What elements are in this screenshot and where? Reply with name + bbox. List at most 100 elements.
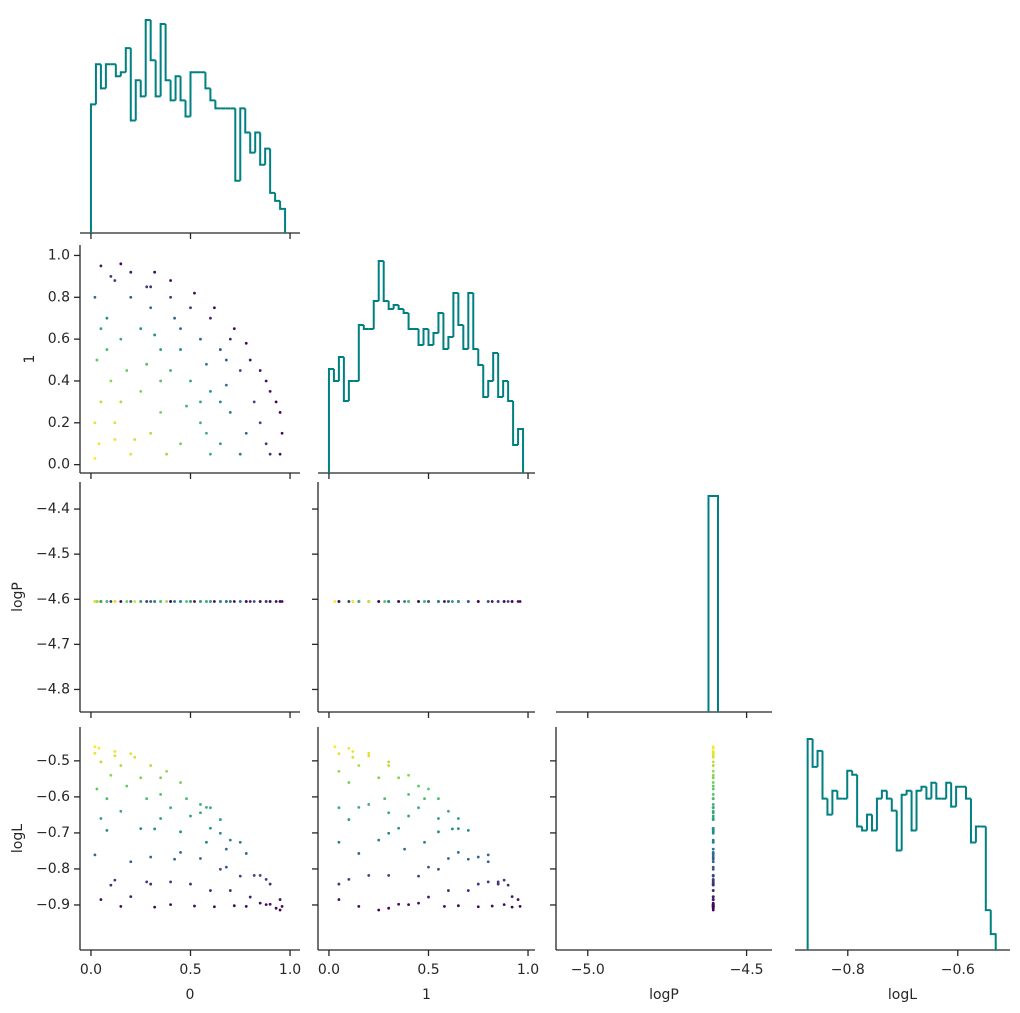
scatter-point: [129, 860, 133, 864]
scatter-point: [387, 600, 391, 603]
scatter-point: [209, 806, 212, 810]
scatter-point: [711, 874, 715, 877]
histogram-bin: [890, 798, 897, 812]
scatter-point: [99, 327, 103, 331]
histogram-bin: [254, 131, 261, 153]
scatter-point: [224, 383, 228, 387]
y-tick-label: 0.8: [48, 289, 70, 305]
histogram-bin: [965, 786, 971, 800]
histogram-bin: [357, 324, 364, 381]
scatter-point: [437, 797, 440, 801]
scatter-point: [129, 752, 133, 756]
histogram-bin: [204, 72, 211, 90]
scatter-point: [238, 452, 242, 456]
scatter-point: [403, 847, 407, 851]
scatter-point: [209, 452, 212, 456]
scatter-point: [518, 905, 522, 908]
scatter-point: [264, 877, 268, 881]
scatter-point: [145, 600, 149, 603]
scatter-point: [486, 853, 490, 857]
scatter-point: [205, 431, 208, 435]
scatter-point: [486, 600, 490, 603]
histogram-bin: [179, 76, 186, 102]
scatter-point: [427, 895, 430, 899]
scatter-point: [149, 882, 153, 886]
scatter-point: [711, 895, 715, 899]
scatter-point: [139, 327, 143, 331]
scatter-point: [264, 600, 268, 603]
scatter-point: [165, 769, 169, 773]
scatter-point: [456, 850, 460, 854]
scatter-point: [387, 764, 391, 767]
histogram-bin: [945, 781, 952, 799]
scatter-point: [427, 600, 430, 603]
scatter-point: [268, 882, 272, 886]
scatter-point: [129, 295, 133, 299]
scatter-point: [218, 442, 222, 446]
histogram-bin: [905, 789, 912, 795]
histogram-bin: [184, 100, 191, 118]
histogram-bin: [239, 107, 246, 181]
scatter-point: [417, 806, 420, 810]
scatter-point: [407, 903, 410, 907]
y-tick-label: −0.8: [36, 861, 70, 877]
histogram-bin: [487, 380, 494, 397]
scatter-point: [264, 442, 268, 446]
y-tick-label: 1.0: [48, 247, 70, 263]
scatter-point: [238, 874, 242, 878]
scatter-point: [159, 348, 163, 351]
scatter-point: [209, 316, 212, 320]
scatter-point: [119, 600, 123, 603]
histogram-bin: [89, 103, 96, 233]
histogram-bin: [249, 132, 256, 154]
scatter-point: [173, 316, 176, 320]
scatter-point: [258, 421, 262, 425]
histogram-bin: [955, 785, 962, 807]
scatter-point: [105, 828, 109, 832]
histogram-bin: [327, 368, 334, 473]
scatter-point: [711, 883, 715, 887]
scatter-point: [711, 797, 715, 801]
histogram-bin: [437, 312, 444, 333]
scatter-point: [437, 817, 440, 820]
scatter-point: [417, 600, 420, 603]
scatter-point: [367, 754, 371, 758]
x-tick-label: −0.6: [941, 962, 975, 978]
histogram-bin: [816, 749, 823, 767]
scatter-point: [337, 840, 341, 844]
scatter-point: [129, 452, 133, 456]
scatter-point: [377, 600, 381, 603]
scatter-point: [407, 600, 410, 603]
scatter-point: [193, 904, 196, 908]
scatter-point: [93, 751, 97, 755]
scatter-point: [105, 797, 109, 801]
histogram-bin: [134, 79, 141, 121]
x-tick-label: −4.5: [730, 962, 764, 978]
histogram-bin: [452, 292, 459, 337]
histogram-bin: [417, 329, 424, 346]
histogram-bin: [129, 48, 136, 122]
histogram-bin: [279, 200, 287, 233]
scatter-point: [189, 306, 192, 310]
histogram-bin: [139, 80, 146, 98]
histogram-bin: [269, 148, 276, 194]
scatter-point: [502, 600, 506, 603]
histogram-bin: [950, 782, 957, 808]
scatter-point: [383, 797, 387, 801]
scatter-point: [280, 431, 284, 435]
scatter-point: [278, 600, 282, 603]
scatter-point: [367, 600, 371, 603]
histogram-bin: [885, 790, 892, 800]
scatter-point: [496, 882, 500, 886]
scatter-point: [446, 857, 450, 860]
scatter-point: [224, 600, 228, 603]
scatter-point: [347, 600, 351, 603]
scatter-point: [238, 600, 242, 603]
histogram-bin: [94, 63, 101, 105]
scatter-point: [510, 600, 514, 603]
scatter-point: [159, 410, 163, 414]
scatter-point: [506, 883, 510, 887]
histogram-bin: [846, 769, 853, 799]
scatter-point: [113, 600, 117, 603]
scatter-point: [446, 600, 450, 603]
